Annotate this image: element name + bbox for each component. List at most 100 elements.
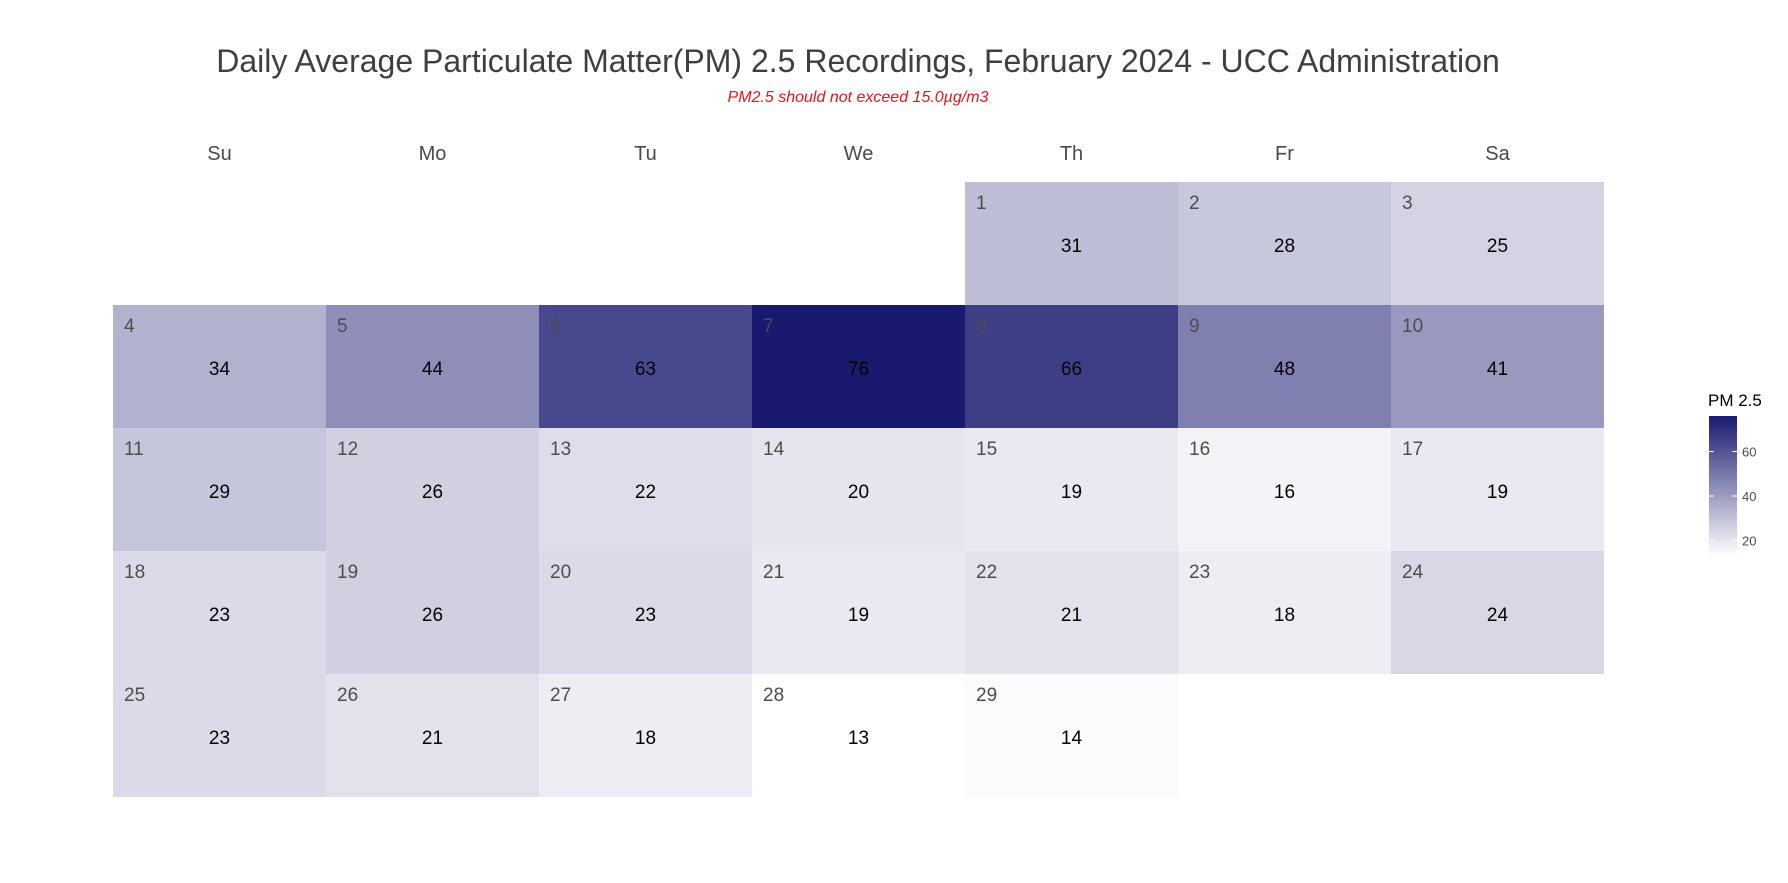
day-number: 17 [1402, 439, 1423, 460]
day-value-label: 24 [1487, 605, 1509, 626]
day-cell-fill [1178, 305, 1391, 428]
day-number: 29 [976, 685, 997, 706]
day-number: 12 [337, 439, 358, 460]
day-number: 9 [1189, 316, 1200, 337]
day-cell-fill [752, 428, 965, 551]
day-number: 25 [124, 685, 145, 706]
day-cell-fill [113, 305, 326, 428]
weekday-headers: Su Mo Tu We Th Fr Sa [207, 143, 1510, 165]
legend-tick-label: 40 [1742, 489, 1756, 504]
day-value-label: 25 [1487, 236, 1508, 257]
chart-subtitle: PM2.5 should not exceed 15.0µg/m3 [728, 89, 989, 106]
day-cell-fill [965, 428, 1178, 551]
day-cell-fill [539, 551, 752, 674]
day-cell: 23 18 [1178, 551, 1391, 674]
day-cell-fill [752, 305, 965, 428]
day-number: 24 [1402, 562, 1424, 583]
day-cell-fill [326, 305, 539, 428]
day-cell: 24 24 [1391, 551, 1604, 674]
day-cell-fill [113, 428, 326, 551]
legend-tick-label: 60 [1742, 445, 1756, 460]
legend-tick-label: 20 [1742, 533, 1756, 548]
day-number: 2 [1189, 193, 1200, 214]
day-cell: 27 18 [539, 674, 752, 797]
day-cell-fill [539, 305, 752, 428]
day-value-label: 20 [848, 482, 869, 503]
weekday-header-we: We [844, 143, 874, 165]
day-number: 6 [550, 316, 561, 337]
day-cell-fill [752, 674, 965, 797]
day-cell-fill [965, 182, 1178, 305]
day-cell-fill [539, 428, 752, 551]
day-value-label: 44 [422, 359, 444, 380]
day-number: 16 [1189, 439, 1210, 460]
day-cell: 2 28 [1178, 182, 1391, 305]
day-value-label: 23 [635, 605, 656, 626]
day-number: 23 [1189, 562, 1210, 583]
day-cell: 7 76 [752, 305, 965, 428]
chart-title: Daily Average Particulate Matter(PM) 2.5… [216, 43, 1500, 79]
day-value-label: 26 [422, 605, 443, 626]
day-cell-fill [752, 551, 965, 674]
day-value-label: 18 [635, 728, 656, 749]
day-cell-fill [965, 551, 1178, 674]
day-value-label: 18 [1274, 605, 1295, 626]
day-value-label: 21 [422, 728, 443, 749]
day-cell: 5 44 [326, 305, 539, 428]
day-cell: 9 48 [1178, 305, 1391, 428]
day-cell-fill [113, 674, 326, 797]
day-cell-fill [113, 551, 326, 674]
day-value-label: 63 [635, 359, 656, 380]
day-cell: 4 34 [113, 305, 326, 428]
day-cell: 21 19 [752, 551, 965, 674]
day-cell: 6 63 [539, 305, 752, 428]
legend-ticks: 20 40 60 [1709, 445, 1756, 548]
day-cell-fill [1178, 428, 1391, 551]
day-cell: 10 41 [1391, 305, 1604, 428]
day-cell-fill [1178, 182, 1391, 305]
day-value-label: 19 [1061, 482, 1082, 503]
day-value-label: 16 [1274, 482, 1295, 503]
day-value-label: 31 [1061, 236, 1082, 257]
day-cell: 26 21 [326, 674, 539, 797]
day-value-label: 26 [422, 482, 443, 503]
day-number: 8 [976, 316, 987, 337]
day-cell: 8 66 [965, 305, 1178, 428]
day-value-label: 19 [1487, 482, 1508, 503]
day-cell-fill [965, 305, 1178, 428]
day-number: 21 [763, 562, 784, 583]
day-number: 22 [976, 562, 997, 583]
day-cell-fill [326, 674, 539, 797]
day-value-label: 76 [848, 359, 869, 380]
day-number: 20 [550, 562, 571, 583]
day-number: 27 [550, 685, 571, 706]
day-number: 15 [976, 439, 997, 460]
day-cell-fill [539, 674, 752, 797]
day-value-label: 14 [1061, 728, 1083, 749]
day-number: 1 [976, 193, 987, 214]
day-value-label: 23 [209, 605, 230, 626]
day-number: 5 [337, 316, 348, 337]
day-number: 4 [124, 316, 135, 337]
day-cell-fill [1391, 428, 1604, 551]
day-cell: 29 14 [965, 674, 1178, 797]
day-cell-fill [1391, 305, 1604, 428]
day-cell: 25 23 [113, 674, 326, 797]
day-cell: 1 31 [965, 182, 1178, 305]
weekday-header-th: Th [1060, 143, 1083, 165]
day-value-label: 29 [209, 482, 230, 503]
weekday-header-tu: Tu [634, 143, 657, 165]
day-cell: 13 22 [539, 428, 752, 551]
day-value-label: 48 [1274, 359, 1295, 380]
day-cell-fill [965, 674, 1178, 797]
day-cell: 3 25 [1391, 182, 1604, 305]
day-number: 18 [124, 562, 145, 583]
day-value-label: 28 [1274, 236, 1295, 257]
